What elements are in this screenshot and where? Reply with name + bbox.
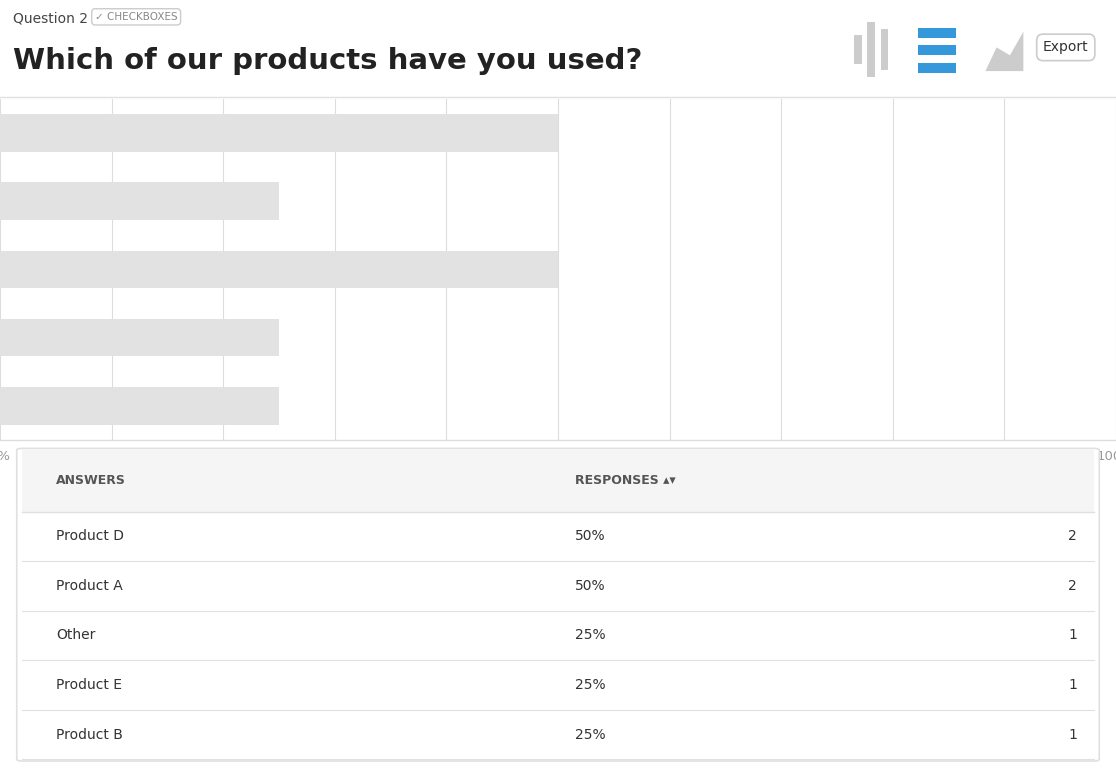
- Text: 1: 1: [1068, 678, 1077, 692]
- Text: ✓ CHECKBOXES: ✓ CHECKBOXES: [95, 12, 177, 22]
- Bar: [0, 114, 558, 152]
- Text: Other: Other: [56, 629, 95, 643]
- Text: 2: 2: [1068, 530, 1077, 544]
- Bar: [22, 660, 1094, 710]
- Bar: [0, 182, 279, 219]
- Polygon shape: [985, 31, 1023, 71]
- Text: 1: 1: [1068, 629, 1077, 643]
- Text: Product B: Product B: [56, 728, 123, 741]
- Bar: [854, 34, 862, 64]
- Bar: [0, 319, 279, 356]
- Text: 50%: 50%: [575, 579, 605, 593]
- Text: 50%: 50%: [575, 530, 605, 544]
- Text: 2: 2: [1068, 579, 1077, 593]
- Bar: [867, 22, 875, 77]
- Text: 1: 1: [1068, 728, 1077, 741]
- Text: 25%: 25%: [575, 678, 605, 692]
- Text: RESPONSES ▴▾: RESPONSES ▴▾: [575, 474, 675, 487]
- Text: Which of our products have you used?: Which of our products have you used?: [13, 47, 643, 75]
- Text: Question 2: Question 2: [13, 12, 88, 26]
- Text: Product D: Product D: [56, 530, 124, 544]
- Text: Product E: Product E: [56, 678, 122, 692]
- FancyBboxPatch shape: [17, 448, 1099, 761]
- Bar: [918, 63, 956, 73]
- Bar: [22, 561, 1094, 611]
- Bar: [22, 710, 1094, 759]
- Text: 25%: 25%: [575, 629, 605, 643]
- Bar: [881, 29, 888, 70]
- Bar: [22, 450, 1094, 512]
- Text: Export: Export: [1043, 41, 1088, 55]
- Bar: [22, 611, 1094, 660]
- Bar: [22, 512, 1094, 561]
- Text: 25%: 25%: [575, 728, 605, 741]
- Bar: [0, 251, 558, 288]
- Text: Product A: Product A: [56, 579, 123, 593]
- Bar: [0, 387, 279, 425]
- Bar: [918, 45, 956, 55]
- Bar: [918, 27, 956, 37]
- Text: ANSWERS: ANSWERS: [56, 474, 126, 487]
